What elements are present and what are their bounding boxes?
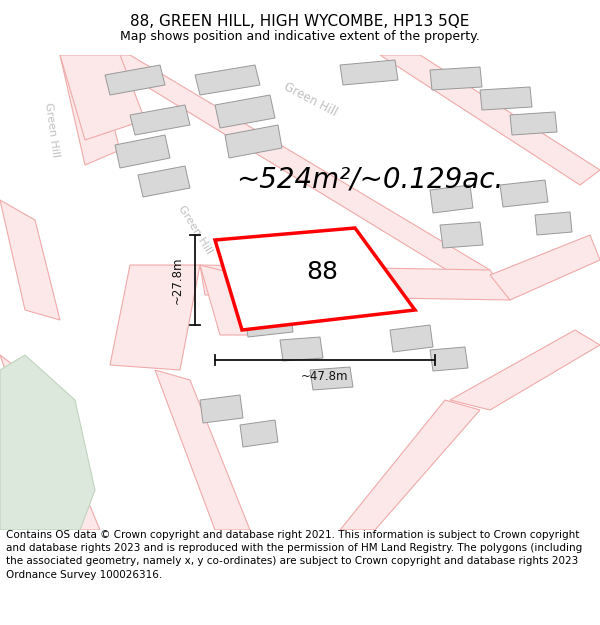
Polygon shape bbox=[225, 125, 282, 158]
Text: ~27.8m: ~27.8m bbox=[170, 256, 184, 304]
Polygon shape bbox=[240, 420, 278, 447]
Polygon shape bbox=[340, 400, 480, 530]
Polygon shape bbox=[155, 370, 250, 530]
Polygon shape bbox=[130, 105, 190, 135]
Text: ~47.8m: ~47.8m bbox=[301, 369, 349, 382]
Polygon shape bbox=[0, 355, 95, 530]
Text: Green Hill: Green Hill bbox=[281, 81, 339, 119]
Text: Green Hill: Green Hill bbox=[176, 204, 214, 256]
Polygon shape bbox=[200, 265, 260, 335]
Text: 88, GREEN HILL, HIGH WYCOMBE, HP13 5QE: 88, GREEN HILL, HIGH WYCOMBE, HP13 5QE bbox=[130, 14, 470, 29]
Polygon shape bbox=[138, 166, 190, 197]
Polygon shape bbox=[535, 212, 572, 235]
Polygon shape bbox=[215, 228, 415, 330]
Polygon shape bbox=[0, 200, 60, 320]
Polygon shape bbox=[60, 55, 145, 140]
Polygon shape bbox=[450, 330, 600, 410]
Text: Green Hill: Green Hill bbox=[43, 102, 61, 158]
Polygon shape bbox=[500, 180, 548, 207]
Polygon shape bbox=[390, 325, 433, 352]
Polygon shape bbox=[60, 55, 120, 165]
Polygon shape bbox=[215, 95, 275, 128]
Polygon shape bbox=[430, 67, 482, 90]
Text: Map shows position and indicative extent of the property.: Map shows position and indicative extent… bbox=[120, 30, 480, 43]
Polygon shape bbox=[200, 265, 510, 300]
Polygon shape bbox=[245, 310, 293, 337]
Polygon shape bbox=[115, 135, 170, 168]
Polygon shape bbox=[110, 265, 200, 370]
Polygon shape bbox=[430, 347, 468, 371]
Polygon shape bbox=[340, 60, 398, 85]
Polygon shape bbox=[195, 65, 260, 95]
Polygon shape bbox=[280, 337, 323, 361]
Polygon shape bbox=[440, 222, 483, 248]
Polygon shape bbox=[105, 65, 165, 95]
Polygon shape bbox=[95, 55, 490, 275]
Polygon shape bbox=[380, 55, 600, 185]
Polygon shape bbox=[490, 235, 600, 300]
Polygon shape bbox=[510, 112, 557, 135]
Polygon shape bbox=[430, 185, 473, 213]
Text: Contains OS data © Crown copyright and database right 2021. This information is : Contains OS data © Crown copyright and d… bbox=[6, 530, 582, 579]
Polygon shape bbox=[0, 355, 100, 530]
Polygon shape bbox=[310, 367, 353, 390]
Polygon shape bbox=[480, 87, 532, 110]
Text: 88: 88 bbox=[306, 260, 338, 284]
Polygon shape bbox=[200, 395, 243, 423]
Text: ~524m²/~0.129ac.: ~524m²/~0.129ac. bbox=[236, 166, 503, 194]
